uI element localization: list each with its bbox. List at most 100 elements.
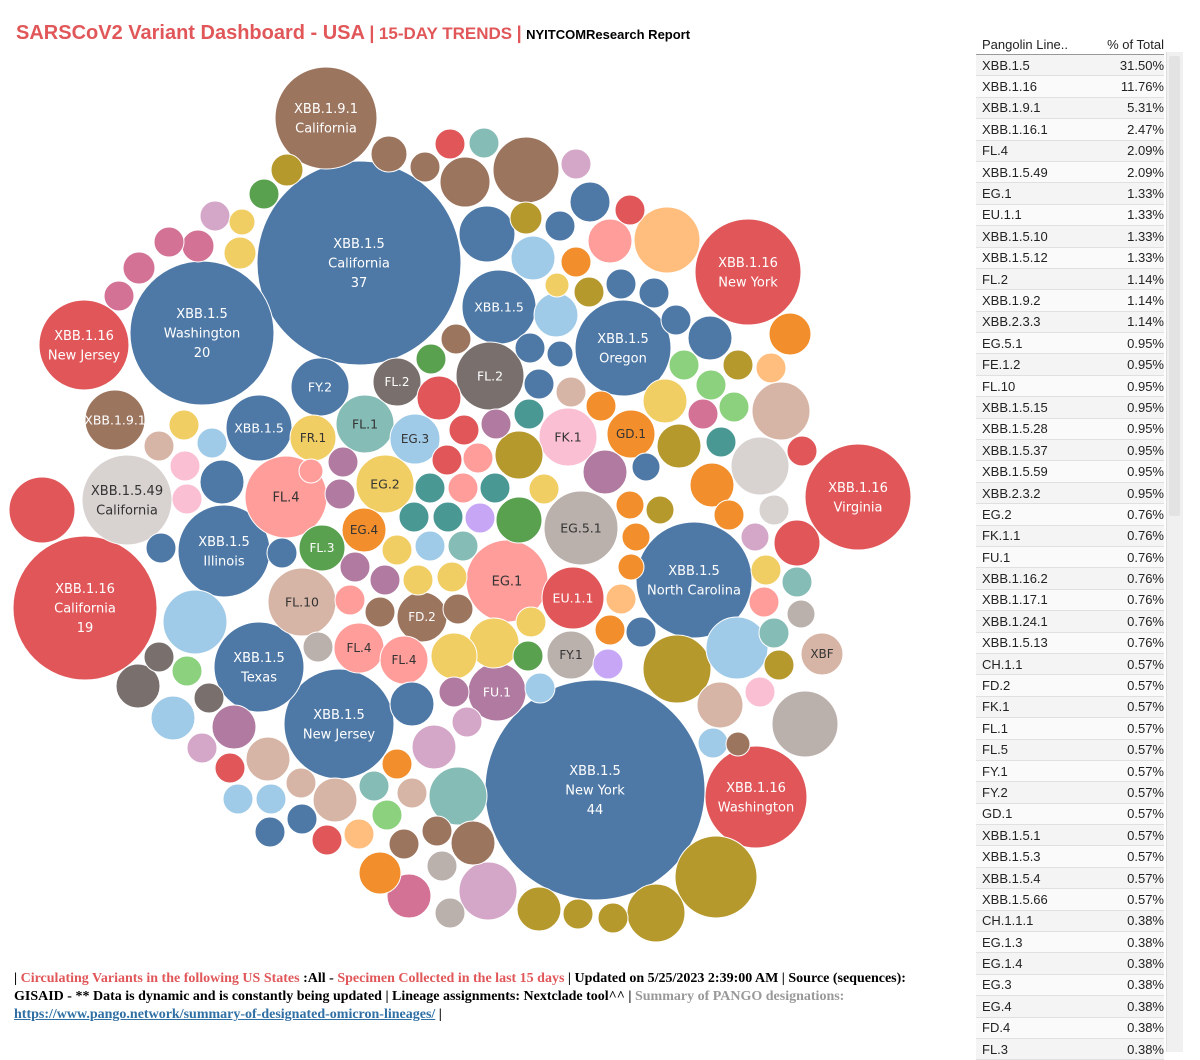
bubble-circle[interactable]	[748, 586, 780, 618]
bubble-circle[interactable]	[458, 205, 516, 263]
variant-bubble[interactable]: XBB.1.5	[461, 269, 537, 345]
variant-bubble-unlabeled[interactable]	[494, 430, 544, 480]
variant-bubble-unlabeled[interactable]	[388, 828, 420, 860]
bubble-circle[interactable]	[245, 736, 291, 782]
variant-bubble-unlabeled[interactable]	[199, 459, 245, 505]
table-row[interactable]: FL.10 0.95%	[976, 375, 1164, 398]
table-row[interactable]: FU.1 0.76%	[976, 546, 1164, 569]
variant-bubble-unlabeled[interactable]	[687, 398, 719, 430]
variant-bubble-unlabeled[interactable]	[186, 732, 218, 764]
variant-bubble-unlabeled[interactable]	[740, 522, 770, 552]
variant-bubble-unlabeled[interactable]	[193, 682, 225, 714]
variant-bubble[interactable]: XBB.1.16 New Jersey	[38, 299, 130, 391]
variant-bubble-unlabeled[interactable]	[786, 599, 816, 629]
variant-bubble-unlabeled[interactable]	[605, 583, 637, 615]
variant-bubble-unlabeled[interactable]	[768, 312, 812, 356]
variant-bubble-unlabeled[interactable]	[143, 641, 175, 673]
bubble-circle[interactable]	[436, 561, 468, 593]
table-row[interactable]: XBB.1.5.66 0.57%	[976, 889, 1164, 911]
variant-bubble-unlabeled[interactable]	[447, 530, 479, 562]
variant-bubble-unlabeled[interactable]	[597, 902, 629, 934]
bubble-circle[interactable]	[211, 704, 257, 750]
bubble-circle[interactable]	[524, 672, 556, 704]
variant-bubble-unlabeled[interactable]	[228, 208, 256, 236]
variant-bubble[interactable]: FL.10	[267, 567, 337, 637]
bubble-circle[interactable]	[687, 315, 733, 361]
variant-bubble-unlabeled[interactable]	[181, 229, 215, 263]
variant-bubble-unlabeled[interactable]	[689, 462, 735, 508]
variant-bubble[interactable]: FU.1	[467, 662, 527, 722]
bubble-circle[interactable]	[409, 151, 441, 183]
table-row[interactable]: FY.2 0.57%	[976, 782, 1164, 804]
bubble-circle[interactable]	[440, 323, 472, 355]
variant-bubble-unlabeled[interactable]	[381, 534, 413, 566]
table-row[interactable]: XBB.2.3.3 1.14%	[976, 311, 1164, 334]
bubble-circle[interactable]	[462, 442, 494, 474]
variant-bubble-unlabeled[interactable]	[411, 724, 457, 770]
bubble-circle[interactable]	[341, 507, 387, 553]
bubble-circle[interactable]	[718, 391, 750, 423]
table-row[interactable]: FD.2 0.57%	[976, 675, 1164, 697]
table-row[interactable]: EG.4 0.38%	[976, 996, 1164, 1018]
table-row[interactable]: XBB.1.9.2 1.14%	[976, 290, 1164, 312]
variant-bubble[interactable]: XBB.1.9.1 California	[274, 66, 378, 170]
variant-bubble[interactable]: FL.2	[455, 341, 525, 411]
variant-bubble-unlabeled[interactable]	[286, 803, 318, 835]
bubble-circle[interactable]	[450, 820, 496, 866]
bubble-circle[interactable]	[355, 454, 415, 514]
variant-bubble-unlabeled[interactable]	[324, 478, 356, 510]
variant-bubble[interactable]: FY.1	[546, 630, 596, 680]
lineage-table-header[interactable]: Pangolin Line.. % of Total	[976, 30, 1164, 55]
bubble-circle[interactable]	[513, 398, 545, 430]
variant-bubble-unlabeled[interactable]	[523, 368, 555, 400]
bubble-circle[interactable]	[468, 127, 500, 159]
bubble-circle[interactable]	[626, 883, 686, 943]
table-row[interactable]: EG.1 1.33%	[976, 183, 1164, 205]
bubble-circle[interactable]	[343, 818, 375, 850]
table-row[interactable]: XBB.1.5.1 0.57%	[976, 825, 1164, 847]
table-row[interactable]: FL.5 0.57%	[976, 739, 1164, 761]
variant-bubble-unlabeled[interactable]	[513, 398, 545, 430]
bubble-circle[interactable]	[786, 435, 818, 467]
variant-bubble[interactable]: XBB.1.5	[225, 394, 293, 462]
variant-bubble-unlabeled[interactable]	[755, 352, 787, 384]
variant-bubble-unlabeled[interactable]	[730, 436, 790, 496]
bubble-circle[interactable]	[162, 589, 228, 655]
bubble-circle[interactable]	[512, 640, 544, 672]
variant-bubble-unlabeled[interactable]	[656, 423, 702, 469]
bubble-circle[interactable]	[786, 599, 816, 629]
variant-bubble-unlabeled[interactable]	[533, 292, 579, 338]
variant-bubble-unlabeled[interactable]	[544, 272, 570, 298]
bubble-circle[interactable]	[168, 409, 200, 441]
bubble-circle[interactable]	[730, 436, 790, 496]
variant-bubble-unlabeled[interactable]	[750, 554, 782, 586]
column-header-percent[interactable]: % of Total	[1107, 37, 1164, 52]
table-row[interactable]: FY.1 0.57%	[976, 760, 1164, 783]
variant-bubble-unlabeled[interactable]	[285, 767, 317, 799]
bubble-circle[interactable]	[434, 897, 466, 929]
table-row[interactable]: FL.1 0.57%	[976, 718, 1164, 740]
variant-bubble-unlabeled[interactable]	[573, 276, 605, 308]
variant-bubble-unlabeled[interactable]	[358, 851, 402, 895]
variant-bubble-unlabeled[interactable]	[509, 201, 543, 235]
variant-bubble-unlabeled[interactable]	[421, 815, 453, 847]
variant-bubble-unlabeled[interactable]	[389, 681, 435, 727]
variant-bubble-unlabeled[interactable]	[214, 752, 246, 784]
bubble-circle[interactable]	[538, 407, 598, 467]
variant-bubble-unlabeled[interactable]	[334, 584, 366, 616]
variant-bubble-unlabeled[interactable]	[514, 332, 546, 364]
variant-bubble-unlabeled[interactable]	[266, 537, 298, 569]
table-row[interactable]: XBB.1.5.3 0.57%	[976, 846, 1164, 868]
bubble-circle[interactable]	[145, 532, 177, 564]
variant-bubble-unlabeled[interactable]	[713, 499, 745, 531]
variant-bubble-unlabeled[interactable]	[587, 218, 633, 264]
variant-bubble[interactable]: FL.2	[372, 357, 422, 407]
variant-bubble[interactable]: XBB.1.5 Washington 20	[129, 260, 275, 406]
variant-bubble[interactable]: EG.5.1	[543, 490, 619, 566]
bubble-circle[interactable]	[562, 898, 594, 930]
bubble-circle[interactable]	[416, 375, 462, 421]
variant-bubble-unlabeled[interactable]	[687, 315, 733, 361]
variant-bubble-unlabeled[interactable]	[468, 127, 500, 159]
bubble-circle[interactable]	[696, 681, 744, 729]
